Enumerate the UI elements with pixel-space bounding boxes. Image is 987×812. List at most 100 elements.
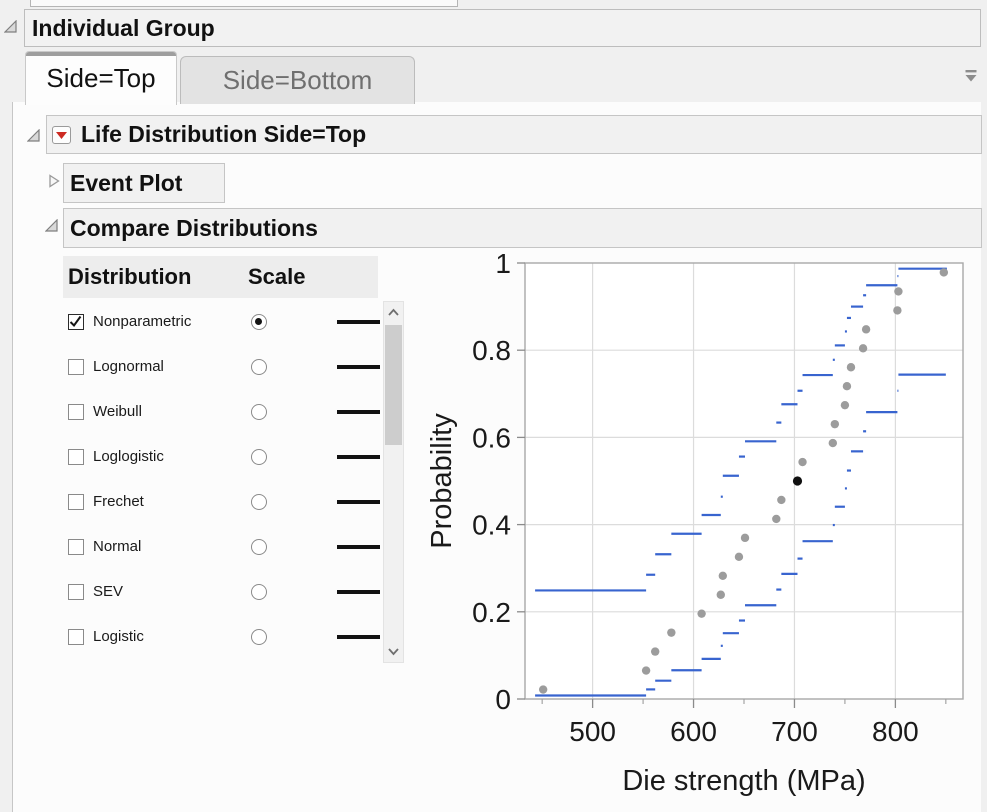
probability-plot[interactable]: 500 600 700 800 0 0.2 0.4 0.6 0.8 1 Die strength (… xyxy=(421,252,987,812)
plot-area[interactable] xyxy=(525,263,963,699)
data-point[interactable] xyxy=(858,344,868,353)
data-point[interactable] xyxy=(650,647,660,656)
chevron-down-icon[interactable] xyxy=(387,645,400,658)
distribution-label: Loglogistic xyxy=(93,448,164,465)
disclosure-open-icon[interactable] xyxy=(27,129,41,143)
data-point[interactable] xyxy=(846,363,856,372)
data-point[interactable] xyxy=(777,495,786,505)
x-tick-label: 800 xyxy=(872,716,919,747)
line-style-swatch[interactable] xyxy=(337,320,380,324)
data-point[interactable] xyxy=(740,533,750,543)
y-tick-label: 0.8 xyxy=(472,335,511,366)
data-point[interactable] xyxy=(772,514,781,524)
distribution-checkbox[interactable] xyxy=(68,404,84,420)
outline-header-compare-distributions[interactable]: Compare Distributions xyxy=(63,208,982,248)
outline-header-individual-group[interactable]: Individual Group xyxy=(24,9,981,47)
scale-radio[interactable] xyxy=(251,449,267,465)
line-style-swatch[interactable] xyxy=(337,590,380,594)
y-tick-label: 0.6 xyxy=(472,422,511,453)
distribution-label: Weibull xyxy=(93,403,142,420)
tab-side-bottom[interactable]: Side=Bottom xyxy=(180,56,415,104)
distribution-row: Lognormal xyxy=(63,345,380,390)
distribution-row: Weibull xyxy=(63,390,380,435)
column-header-distribution: Distribution xyxy=(68,264,192,289)
line-style-swatch[interactable] xyxy=(337,365,380,369)
data-point[interactable] xyxy=(830,419,840,429)
scale-radio[interactable] xyxy=(251,494,267,510)
column-header-scale: Scale xyxy=(248,264,306,289)
x-tick-label: 700 xyxy=(771,716,818,747)
distribution-row: Normal xyxy=(63,525,380,570)
y-tick-label: 0.2 xyxy=(472,597,511,628)
red-triangle-menu-button[interactable] xyxy=(52,126,71,144)
tab-side-top[interactable]: Side=Top xyxy=(25,51,177,105)
data-point[interactable] xyxy=(828,438,838,448)
data-point[interactable] xyxy=(667,628,676,637)
distribution-list-scrollbar[interactable] xyxy=(383,301,404,663)
distribution-checkbox[interactable] xyxy=(68,494,84,510)
tab-side-top-label: Side=Top xyxy=(46,63,156,93)
scale-radio[interactable] xyxy=(251,539,267,555)
distribution-label: Lognormal xyxy=(93,358,164,375)
data-point[interactable] xyxy=(734,552,744,562)
distribution-table-header: Distribution Scale xyxy=(63,256,378,298)
distribution-checkbox[interactable] xyxy=(68,584,84,600)
scale-radio[interactable] xyxy=(251,314,267,330)
section-title: Life Distribution Side=Top xyxy=(81,121,367,147)
data-point[interactable] xyxy=(893,306,902,315)
data-point[interactable] xyxy=(894,287,903,296)
distribution-checkbox[interactable] xyxy=(68,449,84,465)
distribution-row: Loglogistic xyxy=(63,435,380,480)
data-point[interactable] xyxy=(861,325,871,334)
distribution-label: Normal xyxy=(93,538,142,555)
outline-header-event-plot[interactable]: Event Plot xyxy=(63,163,225,203)
distribution-table: Nonparametric Lognormal Weibull Loglogistic… xyxy=(63,300,380,660)
distribution-checkbox[interactable] xyxy=(68,314,84,330)
distribution-checkbox[interactable] xyxy=(68,539,84,555)
data-point[interactable] xyxy=(842,382,852,391)
disclosure-closed-icon[interactable] xyxy=(47,174,61,188)
line-style-swatch[interactable] xyxy=(337,500,380,504)
distribution-row: SEV xyxy=(63,570,380,615)
data-point[interactable] xyxy=(538,685,548,694)
line-style-swatch[interactable] xyxy=(337,410,380,414)
scale-radio[interactable] xyxy=(251,404,267,420)
distribution-checkbox[interactable] xyxy=(68,629,84,645)
checkmark-icon xyxy=(69,315,82,328)
scale-radio[interactable] xyxy=(251,359,267,375)
distribution-label: Frechet xyxy=(93,493,144,510)
y-tick-label: 1 xyxy=(495,252,511,279)
data-point[interactable] xyxy=(840,400,850,410)
line-style-swatch[interactable] xyxy=(337,545,380,549)
chevron-up-icon[interactable] xyxy=(387,306,400,319)
distribution-checkbox[interactable] xyxy=(68,359,84,375)
distribution-row: Logistic xyxy=(63,615,380,660)
y-tick-label: 0.4 xyxy=(472,510,511,541)
data-point[interactable] xyxy=(718,571,728,580)
x-tick-label: 500 xyxy=(569,716,616,747)
distribution-label: Nonparametric xyxy=(93,313,192,330)
tab-content-panel: Life Distribution Side=Top Event Plot Co… xyxy=(12,102,982,812)
distribution-row: Frechet xyxy=(63,480,380,525)
scrollbar-thumb[interactable] xyxy=(385,325,402,445)
tab-side-bottom-label: Side=Bottom xyxy=(222,65,373,95)
distribution-row: Nonparametric xyxy=(63,300,380,345)
y-axis-title: Probability xyxy=(426,413,458,549)
median-data-point[interactable] xyxy=(792,476,803,486)
data-point[interactable] xyxy=(697,609,706,618)
scale-radio[interactable] xyxy=(251,629,267,645)
data-point[interactable] xyxy=(798,457,807,467)
line-style-swatch[interactable] xyxy=(337,455,380,459)
disclosure-open-icon[interactable] xyxy=(45,219,59,233)
outline-header-life-distribution[interactable]: Life Distribution Side=Top xyxy=(46,115,982,154)
data-point[interactable] xyxy=(939,268,949,277)
data-point[interactable] xyxy=(641,666,651,675)
x-axis-title: Die strength (MPa) xyxy=(622,765,865,797)
data-point[interactable] xyxy=(716,590,725,599)
collapse-tabs-icon[interactable] xyxy=(963,68,979,84)
disclosure-open-icon[interactable] xyxy=(4,20,18,34)
scale-radio[interactable] xyxy=(251,584,267,600)
line-style-swatch[interactable] xyxy=(337,635,380,639)
red-triangle-icon xyxy=(56,131,67,139)
